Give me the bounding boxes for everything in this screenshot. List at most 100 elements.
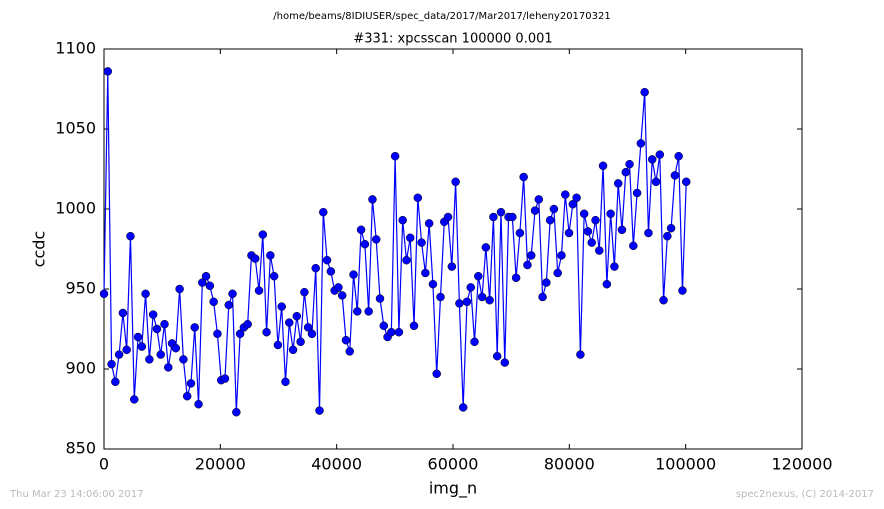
- data-point: [345, 347, 355, 356]
- data-point: [394, 327, 404, 337]
- data-point: [647, 155, 657, 164]
- data-point: [111, 377, 120, 387]
- data-point: [526, 251, 536, 260]
- data-point: [201, 271, 211, 281]
- data-point: [557, 251, 566, 260]
- data-point: [235, 329, 245, 339]
- data-point: [145, 355, 154, 364]
- data-point: [337, 291, 347, 300]
- data-point: [371, 235, 381, 244]
- data-point: [198, 278, 207, 287]
- data-point: [477, 292, 487, 302]
- data-point: [307, 329, 317, 339]
- data-point: [432, 369, 441, 379]
- data-point: [455, 299, 464, 308]
- data-point: [277, 302, 286, 311]
- data-point: [610, 262, 619, 271]
- data-point: [568, 199, 578, 209]
- data-point: [228, 289, 237, 299]
- data-point: [655, 150, 665, 159]
- data-point: [451, 177, 460, 187]
- data-point: [319, 207, 328, 217]
- data-point: [300, 287, 309, 297]
- data-point: [508, 212, 517, 222]
- data-point: [428, 279, 438, 289]
- data-point: [194, 399, 203, 409]
- data-point: [152, 324, 162, 334]
- data-point: [606, 209, 615, 219]
- data-point: [576, 350, 585, 359]
- data-point: [285, 318, 294, 327]
- data-point: [424, 219, 434, 228]
- x-tick-label: 120000: [771, 455, 832, 474]
- data-point: [489, 212, 498, 222]
- data-point: [375, 294, 385, 303]
- data-point: [436, 292, 445, 302]
- data-point: [315, 406, 324, 415]
- data-point: [360, 239, 370, 249]
- data-point: [561, 190, 570, 199]
- data-point: [122, 345, 131, 355]
- data-point: [417, 238, 426, 247]
- data-point: [447, 262, 457, 271]
- data-point: [511, 273, 521, 283]
- data-point: [175, 284, 184, 294]
- data-point: [296, 337, 305, 347]
- data-point: [617, 225, 627, 235]
- data-point: [549, 204, 559, 214]
- data-point: [515, 228, 525, 238]
- data-point: [481, 243, 491, 252]
- data-point: [553, 268, 562, 278]
- data-point: [137, 342, 147, 351]
- data-point: [232, 407, 241, 417]
- footer-left: Thu Mar 23 14:06:00 2017: [9, 489, 143, 500]
- data-point: [133, 332, 143, 342]
- data-point: [413, 193, 423, 203]
- data-point: [538, 292, 547, 302]
- data-point: [583, 227, 593, 236]
- data-point: [402, 255, 411, 265]
- data-point: [644, 228, 653, 238]
- data-point: [353, 307, 362, 316]
- x-tick-label: 0: [99, 455, 109, 474]
- y-tick-label: 950: [65, 279, 96, 298]
- x-tick-label: 100000: [655, 455, 716, 474]
- data-point: [118, 308, 128, 318]
- data-point: [636, 139, 646, 148]
- data-point: [500, 358, 510, 367]
- data-point: [273, 340, 283, 350]
- data-point: [107, 359, 116, 369]
- data-point: [341, 335, 351, 345]
- data-point: [409, 321, 419, 331]
- data-point: [349, 270, 358, 279]
- data-point: [334, 283, 343, 292]
- data-point: [651, 177, 661, 187]
- data-point: [545, 215, 555, 225]
- x-tick-label: 60000: [428, 455, 479, 474]
- data-point: [572, 193, 581, 203]
- data-point: [129, 395, 139, 404]
- data-point: [659, 295, 668, 305]
- chart-title: #331: xpcsscan 100000 0.001: [353, 32, 552, 47]
- data-point: [542, 278, 551, 287]
- data-point: [598, 161, 608, 171]
- data-point: [262, 327, 271, 337]
- data-point: [625, 159, 634, 169]
- data-point: [621, 167, 631, 177]
- data-point: [387, 327, 396, 337]
- data-point: [674, 151, 683, 161]
- data-point: [164, 363, 173, 372]
- data-point: [224, 300, 234, 310]
- data-point: [266, 251, 275, 260]
- data-point: [269, 271, 279, 281]
- data-point: [364, 307, 373, 316]
- data-point: [322, 255, 332, 265]
- data-point: [670, 171, 680, 180]
- data-point: [179, 355, 188, 364]
- data-point: [160, 319, 169, 329]
- y-tick-label: 1000: [55, 199, 96, 218]
- y-axis-label: ccdc: [30, 231, 49, 268]
- data-point: [243, 319, 252, 329]
- data-point: [485, 295, 494, 305]
